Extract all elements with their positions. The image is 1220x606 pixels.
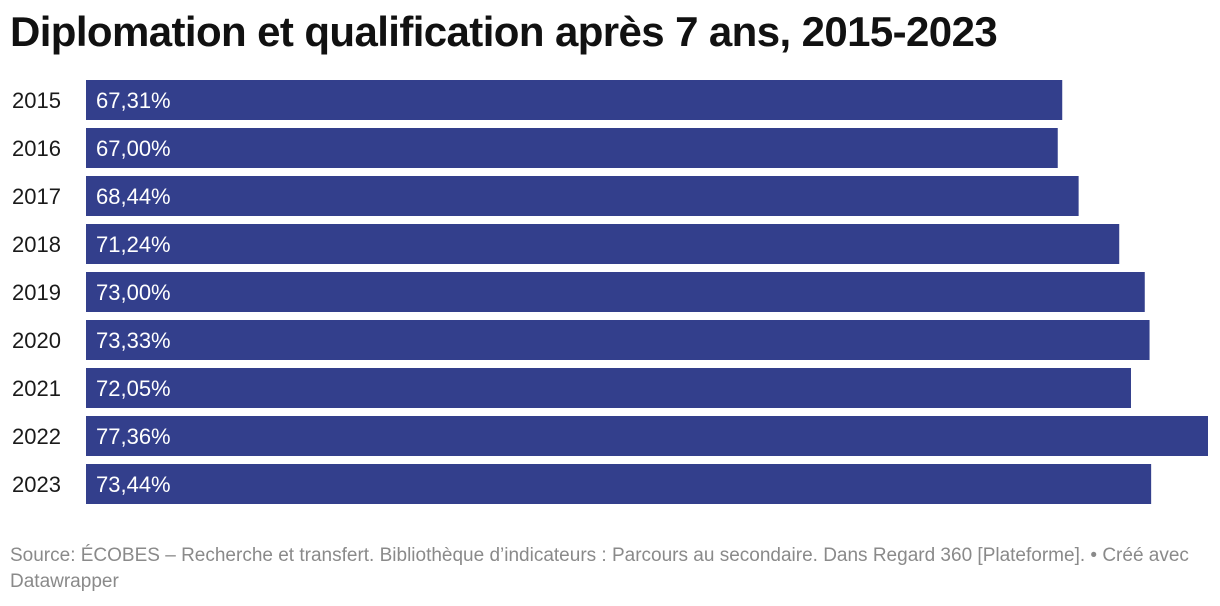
chart-title: Diplomation et qualification après 7 ans… [10, 8, 998, 55]
category-label: 2019 [12, 280, 61, 305]
value-label: 67,31% [96, 88, 171, 113]
bars: 2015 67,31% 2016 67,00% 2017 68,44% 2018 71,24%… [12, 80, 1208, 504]
value-label: 77,36% [96, 424, 171, 449]
bar-chart: 2015 67,31% 2016 67,00% 2017 68,44% 2018 71,24%… [12, 80, 1208, 504]
value-label: 73,44% [96, 472, 171, 497]
category-label: 2016 [12, 136, 61, 161]
value-label: 68,44% [96, 184, 171, 209]
bar [86, 128, 1058, 168]
bar [86, 224, 1120, 264]
value-label: 71,24% [96, 232, 171, 257]
value-label: 73,33% [96, 328, 171, 353]
source-note: Source: ÉCOBES – Recherche et transfert.… [10, 545, 1189, 592]
bar [86, 320, 1150, 360]
value-label: 67,00% [96, 136, 171, 161]
category-label: 2020 [12, 328, 61, 353]
bar [86, 272, 1145, 312]
category-label: 2017 [12, 184, 61, 209]
bar [86, 464, 1152, 504]
bar [86, 176, 1079, 216]
bar [86, 368, 1131, 408]
bar [86, 416, 1208, 456]
bar [86, 80, 1063, 120]
category-label: 2015 [12, 88, 61, 113]
value-label: 72,05% [96, 376, 171, 401]
category-label: 2021 [12, 376, 61, 401]
category-label: 2023 [12, 472, 61, 497]
value-label: 73,00% [96, 280, 171, 305]
category-label: 2018 [12, 232, 61, 257]
category-label: 2022 [12, 424, 61, 449]
